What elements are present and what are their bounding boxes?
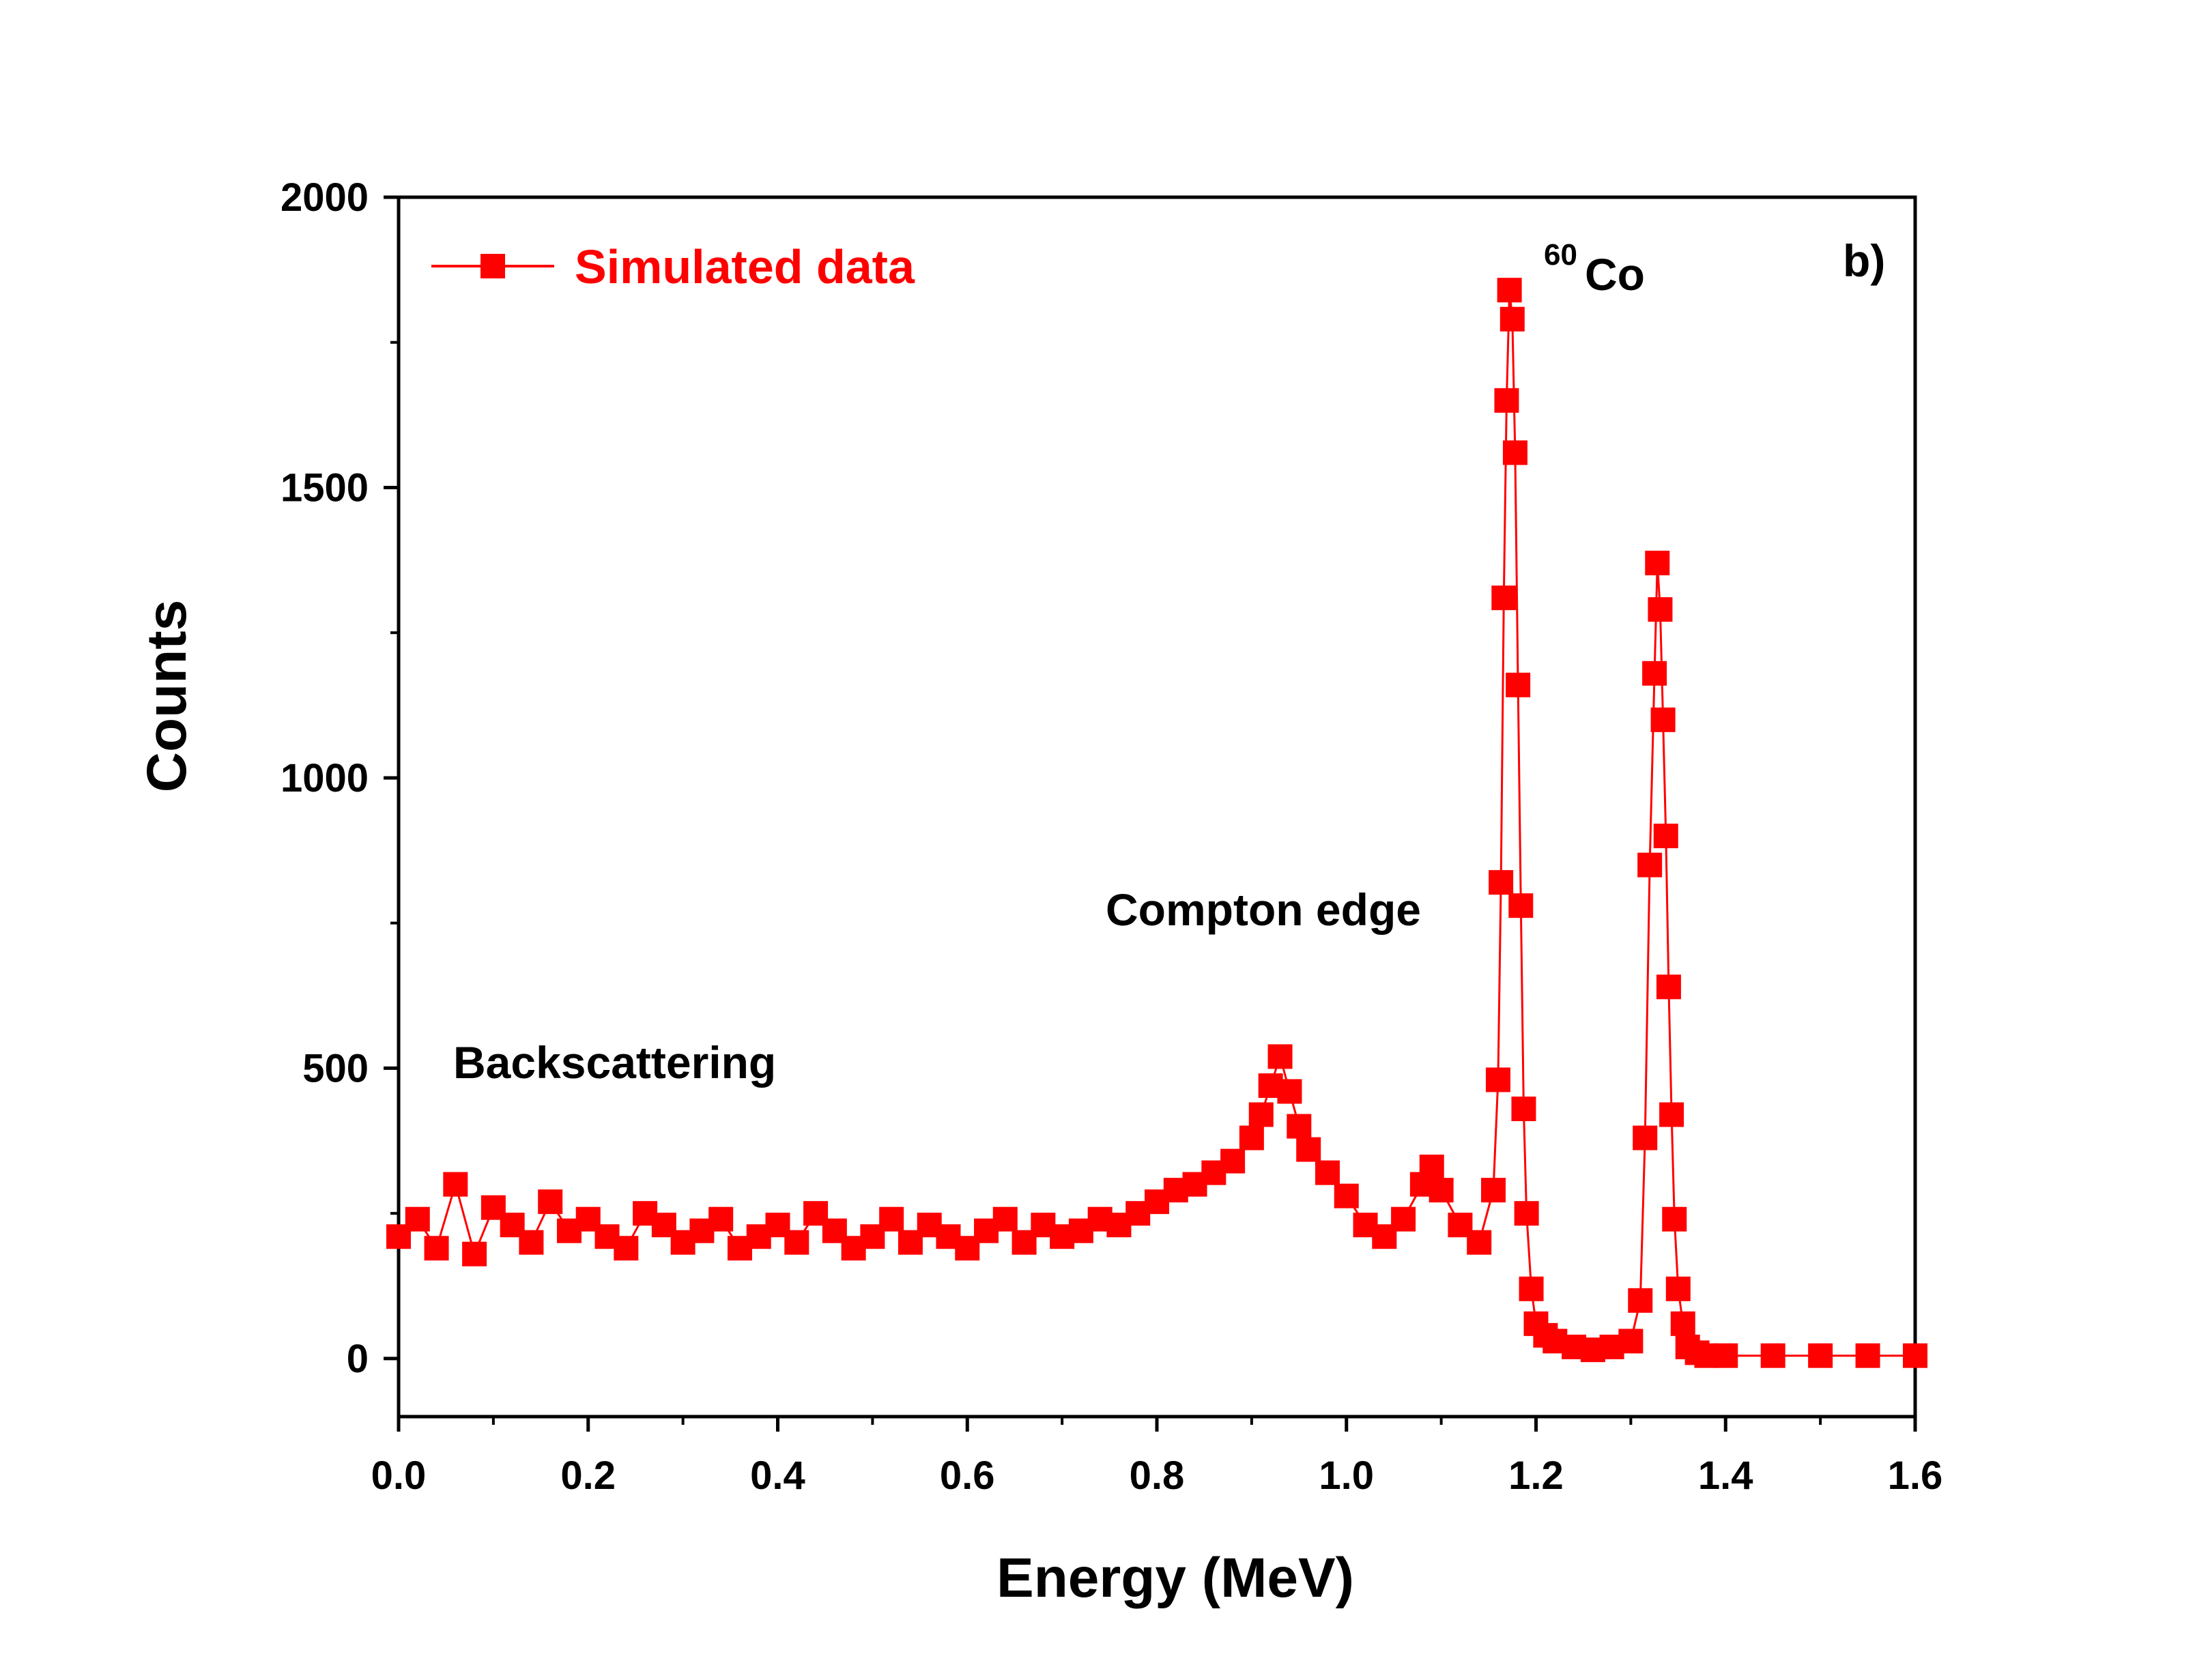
legend: Simulated data (431, 240, 915, 293)
x-tick-label: 1.0 (1319, 1453, 1374, 1498)
annotation-compton-edge: Compton edge (1106, 884, 1421, 935)
data-point (1645, 551, 1670, 576)
data-point (708, 1206, 734, 1232)
y-tick-label: 500 (302, 1046, 369, 1090)
data-point (1665, 1276, 1691, 1301)
data-point (519, 1230, 544, 1255)
data-point (1491, 585, 1517, 611)
data-point (1650, 707, 1676, 732)
x-tick-label: 0.8 (1130, 1453, 1185, 1498)
data-point (1506, 672, 1531, 697)
x-tick-label: 1.4 (1698, 1453, 1753, 1498)
data-point (1267, 1044, 1293, 1069)
x-tick-label: 0.0 (371, 1453, 427, 1498)
data-point (1903, 1343, 1927, 1368)
data-point (1248, 1102, 1274, 1127)
data-point (1391, 1206, 1416, 1232)
tick-marks (384, 195, 1917, 1432)
data-point (424, 1236, 449, 1261)
data-point (1628, 1288, 1653, 1313)
data-point (992, 1206, 1018, 1232)
data-point (1489, 870, 1514, 895)
data-point (1670, 1311, 1695, 1336)
y-tick-label: 1000 (281, 756, 369, 800)
data-point (1220, 1148, 1246, 1174)
data-point (1508, 893, 1534, 918)
data-point (1500, 306, 1525, 332)
legend-marker (480, 254, 505, 278)
data-point (1633, 1125, 1658, 1150)
annotation-isotope-symbol: Co (1585, 249, 1645, 300)
x-tick-label: 0.2 (560, 1453, 616, 1498)
data-point (1481, 1178, 1506, 1203)
panel-label: b) (1843, 235, 1885, 286)
x-axis-title: Energy (MeV) (996, 1547, 1354, 1609)
data-point (879, 1206, 904, 1232)
data-point (1519, 1276, 1544, 1301)
data-point (1642, 661, 1667, 686)
y-tick-label: 1500 (281, 465, 369, 510)
data-point (1648, 597, 1673, 622)
data-point (1277, 1079, 1302, 1104)
data-point (462, 1241, 487, 1266)
data-point (1713, 1343, 1738, 1368)
y-tick-label: 0 (347, 1337, 369, 1381)
data-point (1419, 1155, 1444, 1180)
data-point (1511, 1096, 1536, 1121)
data-point (405, 1206, 430, 1232)
data-point (443, 1172, 468, 1197)
data-point (1662, 1206, 1687, 1232)
data-point (1334, 1183, 1359, 1208)
data-point (1287, 1114, 1312, 1139)
data-point (1659, 1102, 1684, 1127)
x-tick-label: 0.6 (940, 1453, 995, 1498)
data-point (1315, 1160, 1340, 1185)
y-tick-label: 2000 (281, 175, 369, 220)
data-point (1485, 1067, 1510, 1092)
data-point (1760, 1343, 1785, 1368)
series-layer (386, 278, 1927, 1368)
data-point (1429, 1178, 1454, 1203)
data-point (1653, 824, 1678, 849)
x-tick-label: 0.4 (750, 1453, 805, 1498)
annotation-backscattering: Backscattering (453, 1037, 776, 1088)
data-point (1494, 388, 1519, 413)
data-point (1296, 1137, 1321, 1162)
data-point (1656, 974, 1681, 1000)
tick-labels: 0.0 0.2 0.4 0.6 0.8 1.0 1.2 1.4 1.6 0 500 1000 1500 2… (281, 175, 1942, 1498)
data-point (1808, 1343, 1833, 1368)
data-point (1467, 1230, 1492, 1255)
data-point (1514, 1201, 1539, 1226)
data-point (1502, 440, 1527, 465)
data-point (614, 1236, 639, 1261)
data-point (1239, 1125, 1264, 1150)
data-point (784, 1230, 809, 1255)
data-point (1855, 1343, 1880, 1368)
data-point (1637, 852, 1663, 878)
data-point (1618, 1329, 1644, 1354)
plot-frame (397, 195, 1917, 1419)
data-point (538, 1189, 563, 1215)
legend-label: Simulated data (575, 240, 915, 293)
annotation-isotope-mass-number: 60 (1544, 238, 1577, 272)
x-tick-label: 1.2 (1508, 1453, 1564, 1498)
y-axis-title: Counts (136, 600, 198, 792)
x-tick-label: 1.6 (1888, 1453, 1943, 1498)
data-point (1497, 278, 1522, 303)
